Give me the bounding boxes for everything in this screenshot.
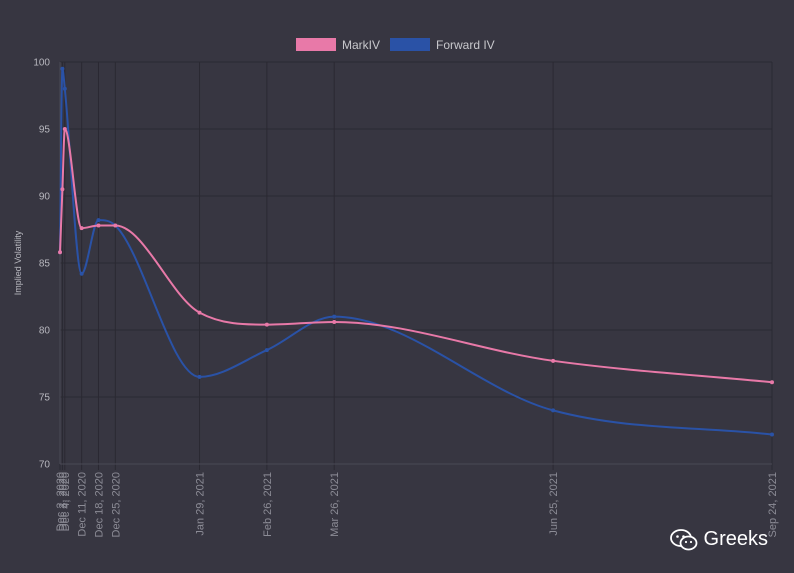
- watermark-text: Greeks: [703, 528, 768, 550]
- data-point-markiv: [60, 187, 65, 192]
- data-point-markiv: [551, 358, 556, 363]
- data-point-markiv: [58, 250, 62, 255]
- data-point-forward-iv: [79, 271, 84, 276]
- x-tick-label: Dec 11, 2020: [77, 472, 89, 537]
- data-point-markiv: [264, 322, 269, 327]
- y-tick-label: 100: [33, 58, 50, 69]
- chart-legend[interactable]: MarkIV Forward IV: [296, 38, 495, 52]
- y-tick-label: 90: [39, 192, 51, 203]
- chart-series: [58, 66, 774, 437]
- series-line-markiv: [59, 127, 773, 384]
- y-tick-label: 80: [39, 326, 51, 337]
- x-tick-label: Jun 25, 2021: [548, 472, 560, 536]
- data-point-forward-iv: [264, 348, 269, 353]
- x-tick-label: Sep 24, 2021: [767, 472, 779, 537]
- x-tick-label: Mar 26, 2021: [329, 472, 341, 537]
- wechat-icon: [669, 528, 697, 550]
- data-point-markiv: [62, 127, 67, 131]
- x-tick-label: Dec 18, 2020: [93, 472, 105, 537]
- y-tick-label: 75: [39, 393, 51, 404]
- data-point-forward-iv: [551, 408, 556, 413]
- data-point-markiv: [96, 223, 101, 228]
- data-point-markiv: [79, 226, 84, 231]
- y-axis-ticks: 100 95 90 85 80 75 70: [33, 58, 50, 471]
- x-tick-label: Feb 26, 2021: [262, 472, 274, 537]
- data-point-forward-iv: [96, 218, 101, 223]
- x-tick-label: Jan 29, 2021: [195, 472, 207, 536]
- data-point-markiv: [332, 319, 337, 324]
- y-tick-label: 95: [39, 125, 51, 136]
- y-tick-label: 85: [39, 259, 51, 270]
- data-point-forward-iv: [60, 66, 65, 71]
- data-point-forward-iv: [770, 432, 774, 437]
- y-axis-title: Implied Volatility: [13, 230, 23, 295]
- data-point-forward-iv: [62, 86, 67, 91]
- data-point-markiv: [197, 310, 202, 315]
- chart-grid: [59, 61, 773, 470]
- legend-swatch-forward-iv: [390, 38, 430, 51]
- data-point-forward-iv: [332, 314, 337, 319]
- series-line-forward-iv: [59, 67, 773, 436]
- legend-swatch-markiv: [296, 38, 336, 51]
- data-point-markiv: [770, 380, 774, 385]
- legend-label-forward-iv: Forward IV: [436, 38, 495, 52]
- legend-label-markiv: MarkIV: [342, 38, 380, 52]
- x-tick-label: Dec 25, 2020: [110, 472, 122, 537]
- x-tick-label: Dec 2, 2020: [55, 472, 67, 531]
- x-tick-label: Dec 3, 2020: [57, 472, 69, 531]
- data-point-markiv: [113, 223, 118, 228]
- y-tick-label: 70: [39, 460, 51, 471]
- x-tick-label: Dec 4, 2020: [60, 472, 72, 531]
- watermark: Greeks: [669, 528, 768, 551]
- data-point-forward-iv: [197, 374, 202, 379]
